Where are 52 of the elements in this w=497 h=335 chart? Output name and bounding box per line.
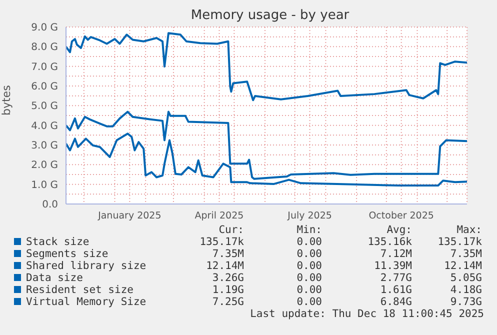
text: 9.73G: [449, 296, 482, 308]
text: 11.39M: [373, 260, 412, 272]
y-tick-label: 0.0: [42, 200, 58, 211]
text: 12.14M: [205, 260, 244, 272]
text: Last update: Thu Dec 18 11:00:45 2025: [249, 308, 484, 320]
text: 7.35M: [449, 248, 482, 260]
text: 7.35M: [211, 248, 244, 260]
text: Min:: [296, 224, 322, 236]
text: 0.00: [296, 296, 322, 308]
y-tick-label: 4.0 G: [31, 120, 58, 132]
y-tick-label: 1.0 G: [31, 180, 58, 191]
text: 5.05G: [449, 272, 482, 284]
y-tick-label: 8.0 G: [31, 42, 58, 54]
text: 2.77G: [379, 272, 412, 284]
y-tick-label: 2.0 G: [31, 160, 58, 172]
text: Avg:: [386, 224, 412, 236]
x-tick-label: April 2025: [194, 210, 244, 222]
text: 0.00: [296, 272, 322, 284]
y-tick-label: 7.0 G: [31, 62, 58, 73]
text: 135.16k: [366, 236, 412, 248]
text: 0.00: [296, 284, 322, 296]
text: 0.00: [296, 248, 322, 260]
text: 0.00: [296, 260, 322, 272]
y-axis-title: bytes: [0, 84, 13, 116]
text: 7.25G: [211, 296, 244, 308]
x-tick-label: January 2025: [97, 210, 162, 222]
chart-title: Memory usage - by year: [190, 8, 350, 23]
legend-label: Resident set size: [25, 284, 134, 296]
text: Cur:: [218, 224, 244, 236]
legend-label: Stack size: [25, 236, 90, 248]
text: 135.17k: [198, 236, 244, 248]
y-tick-label: 3.0 G: [31, 140, 58, 152]
y-tick-label: 9.0 G: [31, 22, 58, 34]
text: 1.61G: [379, 284, 412, 296]
x-tick-label: October 2025: [368, 210, 434, 222]
text: 7.12M: [379, 248, 412, 260]
line-series: [66, 32, 467, 102]
legend-label: Shared library size: [25, 260, 148, 272]
legend-label: Segments size: [25, 248, 110, 260]
text: 12.14M: [443, 260, 482, 272]
legend-label: Virtual Memory Size: [25, 296, 148, 308]
y-tick-label: 6.0 G: [31, 82, 58, 93]
text: 135.17k: [436, 236, 482, 248]
text: 1.19G: [211, 284, 244, 296]
text: Max:: [456, 224, 482, 236]
text: 0.00: [296, 236, 322, 248]
legend-label: Data size: [25, 272, 84, 284]
y-tick-label: 5.0 G: [31, 101, 58, 112]
text: 6.84G: [379, 296, 412, 308]
x-tick-label: July 2025: [286, 210, 332, 222]
text: 3.26G: [211, 272, 244, 284]
text: 4.18G: [449, 284, 482, 296]
